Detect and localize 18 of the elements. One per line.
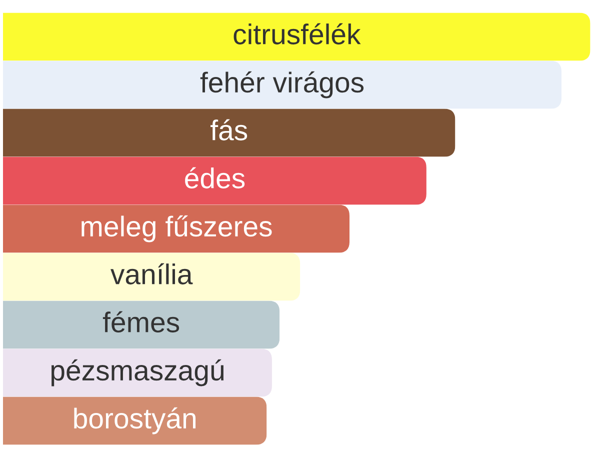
bar: [3, 348, 272, 397]
bar: [3, 12, 590, 61]
bar: [3, 300, 280, 349]
bar: [3, 204, 350, 253]
bar: [3, 252, 300, 301]
y-tick-label: meleg fűszeres: [82, 215, 272, 242]
bar: [3, 108, 456, 157]
y-tick-label: pézsmaszagú: [52, 359, 224, 386]
y-tick-label: édes: [185, 167, 245, 188]
bar: [3, 156, 426, 205]
y-tick-label: vanília: [110, 263, 193, 284]
y-tick-label: citrusfélék: [234, 23, 361, 44]
bar: [3, 60, 562, 109]
y-tick-label: fás: [210, 119, 248, 140]
y-tick-label: borostyán: [74, 407, 196, 434]
y-tick-label: fémes: [102, 311, 180, 332]
bar: [3, 396, 267, 445]
y-tick-label: fehér virágos: [200, 71, 364, 98]
